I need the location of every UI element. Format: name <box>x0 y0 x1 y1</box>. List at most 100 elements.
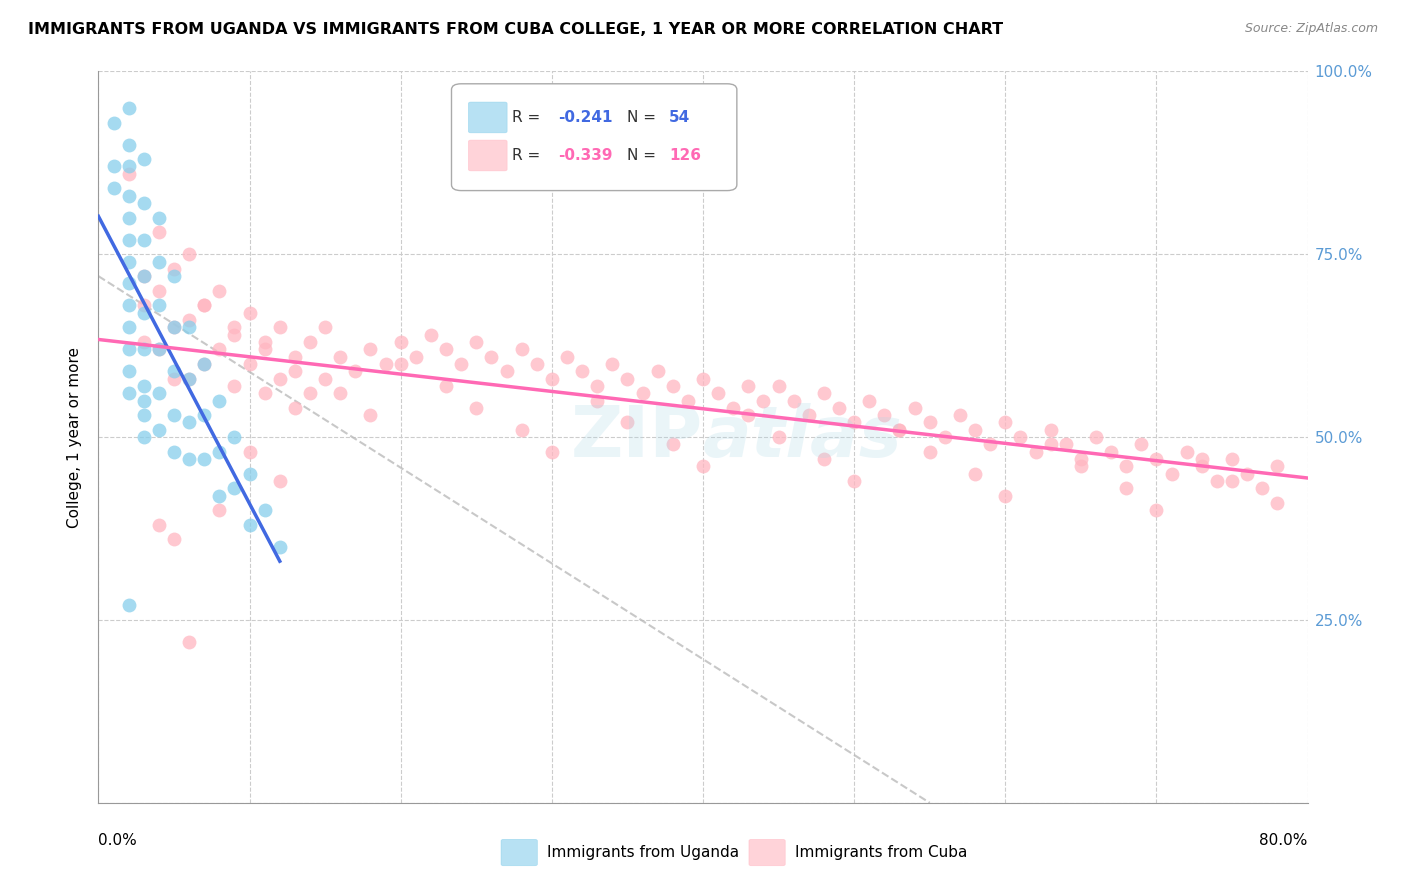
Point <box>495 364 517 378</box>
Point <box>1054 437 1077 451</box>
Point <box>163 364 186 378</box>
Point <box>994 489 1017 503</box>
Point <box>329 350 352 364</box>
Text: 80.0%: 80.0% <box>1260 833 1308 848</box>
Point <box>1144 503 1167 517</box>
Point <box>1024 444 1046 458</box>
Point <box>132 408 155 422</box>
Point <box>1267 459 1289 474</box>
Text: 54: 54 <box>669 110 690 125</box>
Point <box>239 357 262 371</box>
Point <box>1039 423 1062 437</box>
Point <box>179 452 201 467</box>
Text: IMMIGRANTS FROM UGANDA VS IMMIGRANTS FROM CUBA COLLEGE, 1 YEAR OR MORE CORRELATI: IMMIGRANTS FROM UGANDA VS IMMIGRANTS FRO… <box>28 22 1004 37</box>
Point <box>586 393 609 408</box>
Point <box>208 444 231 458</box>
Text: N =: N = <box>627 148 661 163</box>
Point <box>163 269 186 284</box>
Point <box>239 444 262 458</box>
Point <box>540 371 562 385</box>
Point <box>692 371 714 385</box>
FancyBboxPatch shape <box>468 140 508 171</box>
Point <box>889 423 911 437</box>
Point <box>1039 437 1062 451</box>
Point <box>1220 474 1243 488</box>
Text: Immigrants from Cuba: Immigrants from Cuba <box>794 845 967 860</box>
Point <box>540 444 562 458</box>
Point <box>269 540 291 554</box>
Point <box>844 474 866 488</box>
Point <box>828 401 851 415</box>
FancyBboxPatch shape <box>501 839 537 866</box>
Point <box>224 327 246 342</box>
Point <box>148 225 170 239</box>
Point <box>208 284 231 298</box>
Point <box>707 386 730 401</box>
Point <box>284 364 307 378</box>
Point <box>208 503 231 517</box>
FancyBboxPatch shape <box>749 839 785 866</box>
Point <box>602 357 624 371</box>
Point <box>949 408 972 422</box>
Point <box>965 467 987 481</box>
Point <box>179 313 201 327</box>
Point <box>1085 430 1108 444</box>
Point <box>163 261 186 276</box>
Text: ZIP: ZIP <box>571 402 703 472</box>
Point <box>132 233 155 247</box>
Point <box>1070 452 1092 467</box>
Point <box>965 423 987 437</box>
Point <box>269 474 291 488</box>
Point <box>148 343 170 357</box>
Text: 0.0%: 0.0% <box>98 833 138 848</box>
Point <box>118 254 141 268</box>
Point <box>1010 430 1032 444</box>
Point <box>163 408 186 422</box>
Point <box>586 379 609 393</box>
Point <box>132 152 155 166</box>
Point <box>813 386 835 401</box>
Point <box>1115 459 1137 474</box>
Point <box>118 599 141 613</box>
Point <box>1206 474 1229 488</box>
Point <box>269 371 291 385</box>
Point <box>284 350 307 364</box>
Point <box>314 320 336 334</box>
Point <box>768 430 790 444</box>
Point <box>118 101 141 115</box>
Point <box>510 343 533 357</box>
Point <box>1070 459 1092 474</box>
Point <box>253 343 276 357</box>
Point <box>193 357 215 371</box>
Point <box>163 533 186 547</box>
Point <box>797 408 820 422</box>
Point <box>979 437 1001 451</box>
Point <box>193 452 215 467</box>
Point <box>647 364 669 378</box>
Y-axis label: College, 1 year or more: College, 1 year or more <box>67 347 83 527</box>
Point <box>481 350 503 364</box>
Point <box>1099 444 1122 458</box>
Point <box>1160 467 1182 481</box>
Point <box>163 444 186 458</box>
Text: R =: R = <box>512 148 546 163</box>
Point <box>118 211 141 225</box>
Point <box>1191 452 1213 467</box>
Point <box>148 211 170 225</box>
Point <box>224 320 246 334</box>
Point <box>239 306 262 320</box>
Point <box>737 408 759 422</box>
Point <box>360 343 382 357</box>
Point <box>752 393 775 408</box>
Point <box>661 379 683 393</box>
Point <box>179 416 201 430</box>
Point <box>118 386 141 401</box>
Point <box>661 437 683 451</box>
Point <box>723 401 745 415</box>
Point <box>465 401 488 415</box>
Point <box>571 364 593 378</box>
Point <box>844 416 866 430</box>
Point <box>1130 437 1153 451</box>
Point <box>118 320 141 334</box>
Point <box>1191 459 1213 474</box>
